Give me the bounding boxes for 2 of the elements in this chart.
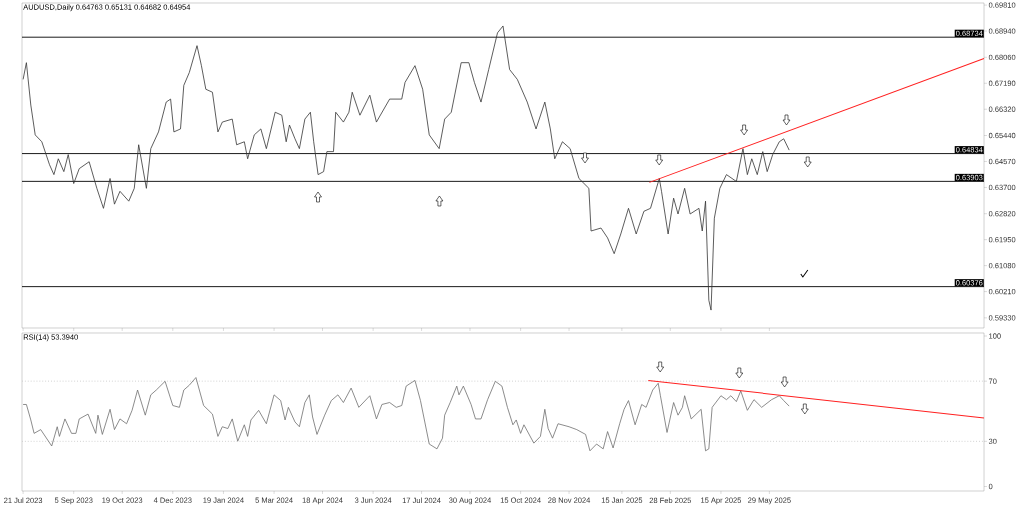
line-series [22, 377, 790, 452]
line-series [22, 25, 790, 311]
